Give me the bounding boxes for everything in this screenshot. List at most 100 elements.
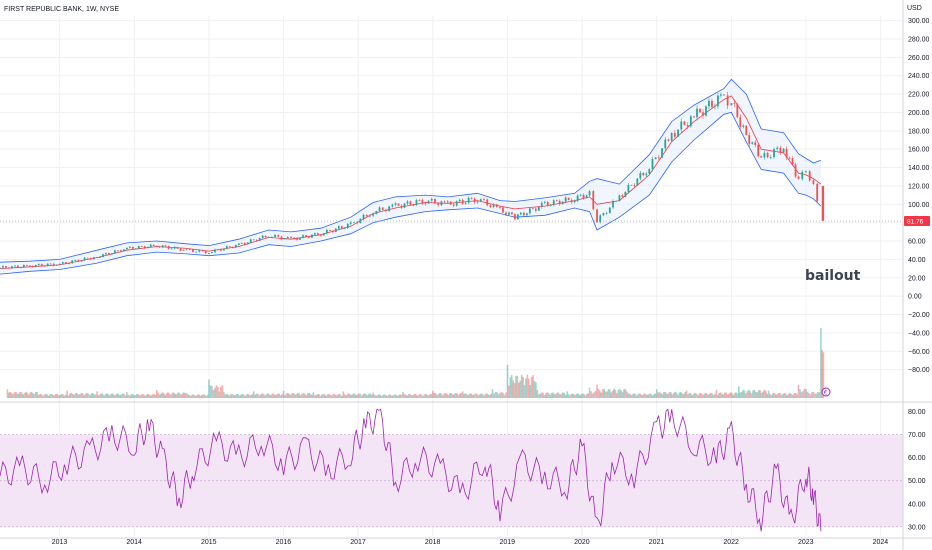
volume-bar: [765, 390, 767, 398]
volume-bar: [488, 395, 491, 398]
volume-bar: [661, 394, 664, 398]
volume-bar: [87, 393, 90, 398]
volume-bar: [227, 394, 229, 398]
volume-bar: [242, 394, 245, 398]
candle-body: [537, 206, 540, 211]
volume-bar: [806, 391, 809, 398]
volume-bar: [685, 390, 688, 398]
volume-bar: [33, 394, 36, 398]
volume-bar: [97, 394, 100, 398]
candle-body: [52, 263, 55, 266]
volume-bar: [387, 394, 390, 398]
candle-body: [599, 215, 602, 223]
volume-bar: [484, 393, 487, 398]
volume-bar: [90, 393, 93, 398]
candle-body: [311, 234, 313, 238]
candle-body: [83, 257, 86, 261]
candle-body: [320, 235, 322, 237]
volume-bar: [103, 395, 105, 398]
volume-bar: [180, 394, 182, 398]
volume-bar: [766, 393, 769, 398]
volume-bar: [260, 394, 262, 398]
volume-bar: [556, 392, 559, 398]
volume-bar: [368, 393, 370, 398]
volume-bar: [369, 393, 372, 398]
volume-bar: [505, 392, 507, 398]
event-marker-circle[interactable]: [821, 387, 831, 397]
volume-bar: [136, 394, 138, 398]
candle-body: [670, 133, 673, 141]
volume-bar: [681, 393, 684, 398]
volume-bar: [218, 391, 221, 398]
candle-body: [639, 173, 642, 179]
event-marker[interactable]: €: [821, 387, 831, 397]
candle-body: [473, 198, 476, 203]
candle-body: [763, 152, 766, 158]
volume-bar: [77, 394, 80, 398]
volume-bar: [573, 394, 575, 398]
volume-bar: [522, 377, 524, 398]
volume-bar: [304, 393, 306, 398]
volume-bar: [631, 394, 634, 398]
volume-bar: [627, 393, 630, 398]
volume-bar: [603, 388, 605, 398]
volume-bar: [298, 393, 301, 398]
volume-bar: [613, 388, 615, 398]
candle-body: [797, 176, 800, 179]
volume-bar: [96, 391, 98, 398]
volume-bar: [32, 393, 34, 398]
volume-bar: [697, 395, 699, 398]
candle-body: [812, 180, 815, 184]
candle-body: [149, 244, 152, 247]
volume-bar: [571, 393, 574, 398]
volume-bar: [817, 391, 819, 398]
volume-bar: [577, 393, 580, 398]
volume-bar: [235, 393, 238, 398]
volume-bar: [583, 393, 585, 398]
volume-bar: [16, 393, 19, 398]
volume-bar: [668, 391, 671, 398]
volume-bar: [678, 392, 681, 398]
candle-body: [543, 202, 546, 203]
volume-bar: [392, 395, 394, 398]
volume-bar: [735, 392, 737, 398]
volume-bar: [252, 391, 255, 398]
candle-body: [508, 212, 510, 215]
candle-body: [636, 178, 639, 186]
candle-body: [661, 148, 663, 158]
candle-body: [608, 207, 611, 214]
volume-bar: [687, 394, 689, 398]
candle-body: [722, 94, 725, 96]
volume-bar: [274, 394, 276, 398]
volume-bar: [94, 394, 97, 398]
candle-body: [576, 195, 579, 201]
volume-bar: [366, 395, 369, 398]
volume-bar: [201, 395, 203, 398]
candle-body: [627, 184, 630, 192]
volume-bar: [155, 389, 158, 398]
candle-body: [461, 199, 464, 204]
volume-bar: [363, 393, 366, 398]
volume-bar: [620, 390, 622, 398]
volume-bar: [755, 391, 757, 398]
volume-bar: [86, 392, 88, 398]
volume-bar: [459, 393, 461, 398]
volume-bar: [376, 395, 379, 398]
volume-bar: [797, 384, 800, 398]
volume-bar: [654, 393, 657, 398]
volume-bar: [532, 375, 534, 398]
candle-body: [418, 200, 421, 201]
volume-bar: [736, 393, 739, 398]
candle-body: [388, 206, 391, 211]
volume-bar: [638, 393, 641, 398]
candle-body: [252, 239, 255, 241]
candle-body: [596, 209, 598, 223]
volume-bar: [749, 391, 751, 398]
candle-body: [334, 228, 337, 232]
candle-body: [137, 246, 140, 249]
candle-body: [102, 254, 104, 258]
volume-bar: [52, 394, 54, 398]
volume-bar: [121, 393, 124, 398]
